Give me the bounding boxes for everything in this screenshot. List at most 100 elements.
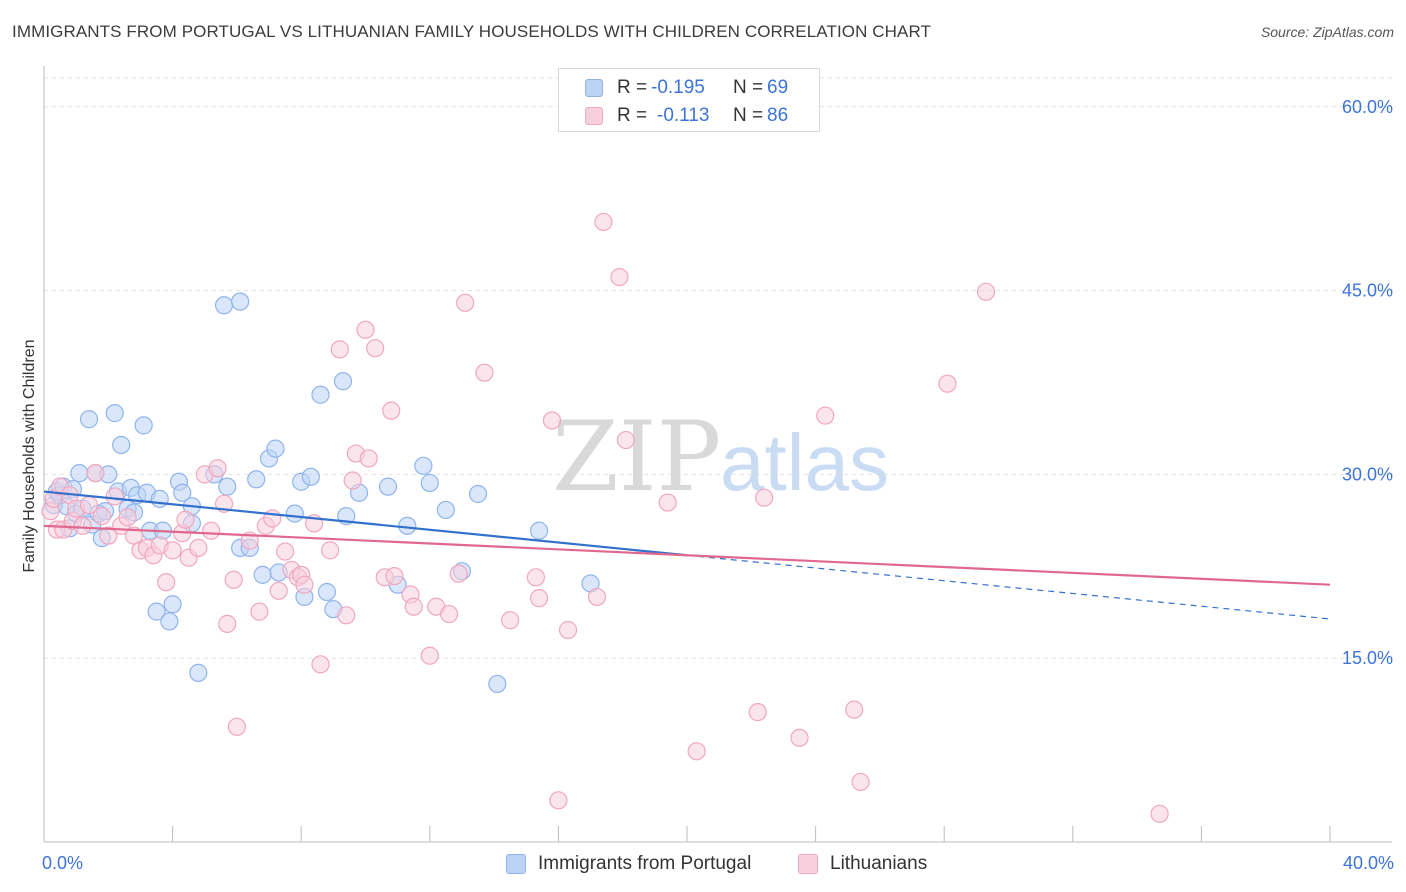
legend-swatch-portugal — [585, 79, 603, 97]
data-point — [938, 374, 957, 393]
data-point — [218, 477, 237, 496]
data-point — [449, 564, 468, 583]
data-point — [295, 575, 314, 594]
data-point — [189, 663, 208, 682]
y-tick-label: 15.0% — [1342, 648, 1393, 668]
legend-row-lithuanians: R = -0.113 N = 86 — [559, 101, 819, 129]
data-point — [1150, 804, 1169, 823]
y-axis-label: Family Households with Children — [21, 340, 38, 573]
data-point — [214, 296, 234, 315]
axes — [43, 66, 1392, 843]
data-point — [748, 703, 767, 722]
data-point — [253, 565, 272, 584]
data-point — [378, 477, 398, 496]
legend-row-portugal: R = -0.195 N = 69 — [559, 73, 819, 101]
data-point — [330, 340, 349, 359]
trend-line — [43, 490, 688, 557]
series-portugal-points — [44, 292, 600, 694]
data-point — [658, 493, 677, 512]
data-point — [105, 487, 124, 506]
data-point — [189, 538, 208, 558]
data-point — [333, 372, 353, 391]
data-point — [542, 411, 562, 430]
data-point — [86, 464, 105, 483]
legend-r-value: -0.195 — [651, 77, 705, 98]
data-point — [420, 473, 439, 493]
data-point — [231, 292, 250, 311]
data-point — [382, 401, 401, 420]
data-point — [343, 471, 362, 490]
legend-n-value: 69 — [767, 77, 789, 98]
data-point — [851, 772, 870, 792]
data-point — [134, 416, 153, 435]
data-point — [385, 566, 404, 586]
data-point — [176, 510, 195, 529]
y-tick-label: 60.0% — [1342, 97, 1393, 117]
data-point — [816, 406, 835, 425]
data-point — [321, 541, 340, 560]
data-point — [163, 595, 182, 614]
data-point — [610, 267, 629, 287]
x-tick-label: 40.0% — [1343, 853, 1394, 873]
data-point — [456, 293, 475, 312]
data-point — [414, 456, 433, 475]
data-point — [530, 589, 549, 608]
data-point — [337, 606, 356, 625]
data-point — [356, 320, 375, 339]
data-point — [118, 508, 137, 527]
bottom-legend-label-lithuanians: Lithuanians — [830, 853, 928, 874]
data-point — [173, 483, 192, 502]
data-point — [266, 439, 285, 458]
trend-line — [43, 524, 1331, 586]
bottom-legend-swatch-lithuanians — [798, 854, 818, 874]
data-point — [150, 489, 169, 508]
watermark-zip: ZIP — [552, 401, 721, 513]
data-point — [157, 573, 176, 592]
data-point — [202, 521, 221, 540]
source-credit: Source: ZipAtlas.com — [1260, 24, 1394, 40]
data-point — [112, 435, 131, 455]
bottom-legend-swatch-portugal — [506, 854, 526, 874]
legend-n-value: 86 — [767, 105, 789, 126]
legend-r-value: -0.113 — [657, 105, 710, 126]
tick-labels: 15.0% 30.0% 45.0% 60.0% 0.0% 40.0% — [42, 97, 1394, 873]
data-point — [475, 363, 494, 382]
data-point — [755, 488, 774, 507]
legend-n-label: N = — [733, 105, 764, 126]
data-point — [558, 620, 578, 640]
legend-r-label: R = — [617, 77, 648, 98]
data-point — [549, 791, 568, 810]
legend-n-label: N = — [733, 77, 764, 98]
data-point — [99, 526, 118, 545]
data-point — [224, 570, 243, 589]
x-tick-label: 0.0% — [42, 853, 83, 873]
data-point — [250, 602, 269, 621]
data-point — [420, 646, 439, 665]
data-point — [404, 597, 423, 616]
data-point — [301, 467, 320, 486]
data-point — [594, 212, 613, 232]
data-point — [359, 449, 378, 468]
data-point — [790, 728, 809, 747]
data-point — [501, 611, 520, 630]
data-point — [269, 581, 288, 600]
data-point — [79, 410, 99, 429]
data-point — [247, 470, 266, 489]
data-point — [105, 404, 124, 423]
data-point — [976, 282, 996, 301]
trend-line-extension — [686, 554, 1331, 620]
y-tick-label: 45.0% — [1342, 281, 1393, 301]
data-point — [227, 717, 246, 736]
data-point — [208, 459, 227, 478]
data-point — [73, 516, 92, 535]
chart-title: IMMIGRANTS FROM PORTUGAL VS LITHUANIAN F… — [12, 22, 932, 41]
data-point — [70, 464, 89, 483]
data-point — [163, 541, 182, 560]
data-point — [147, 602, 166, 621]
watermark-atlas: atlas — [720, 418, 889, 507]
data-point — [530, 521, 549, 540]
legend-r-label: R = — [617, 105, 648, 126]
data-point — [488, 674, 507, 694]
stats-legend: R = -0.195 N = 69 R = -0.113 N = 86 — [558, 68, 820, 132]
